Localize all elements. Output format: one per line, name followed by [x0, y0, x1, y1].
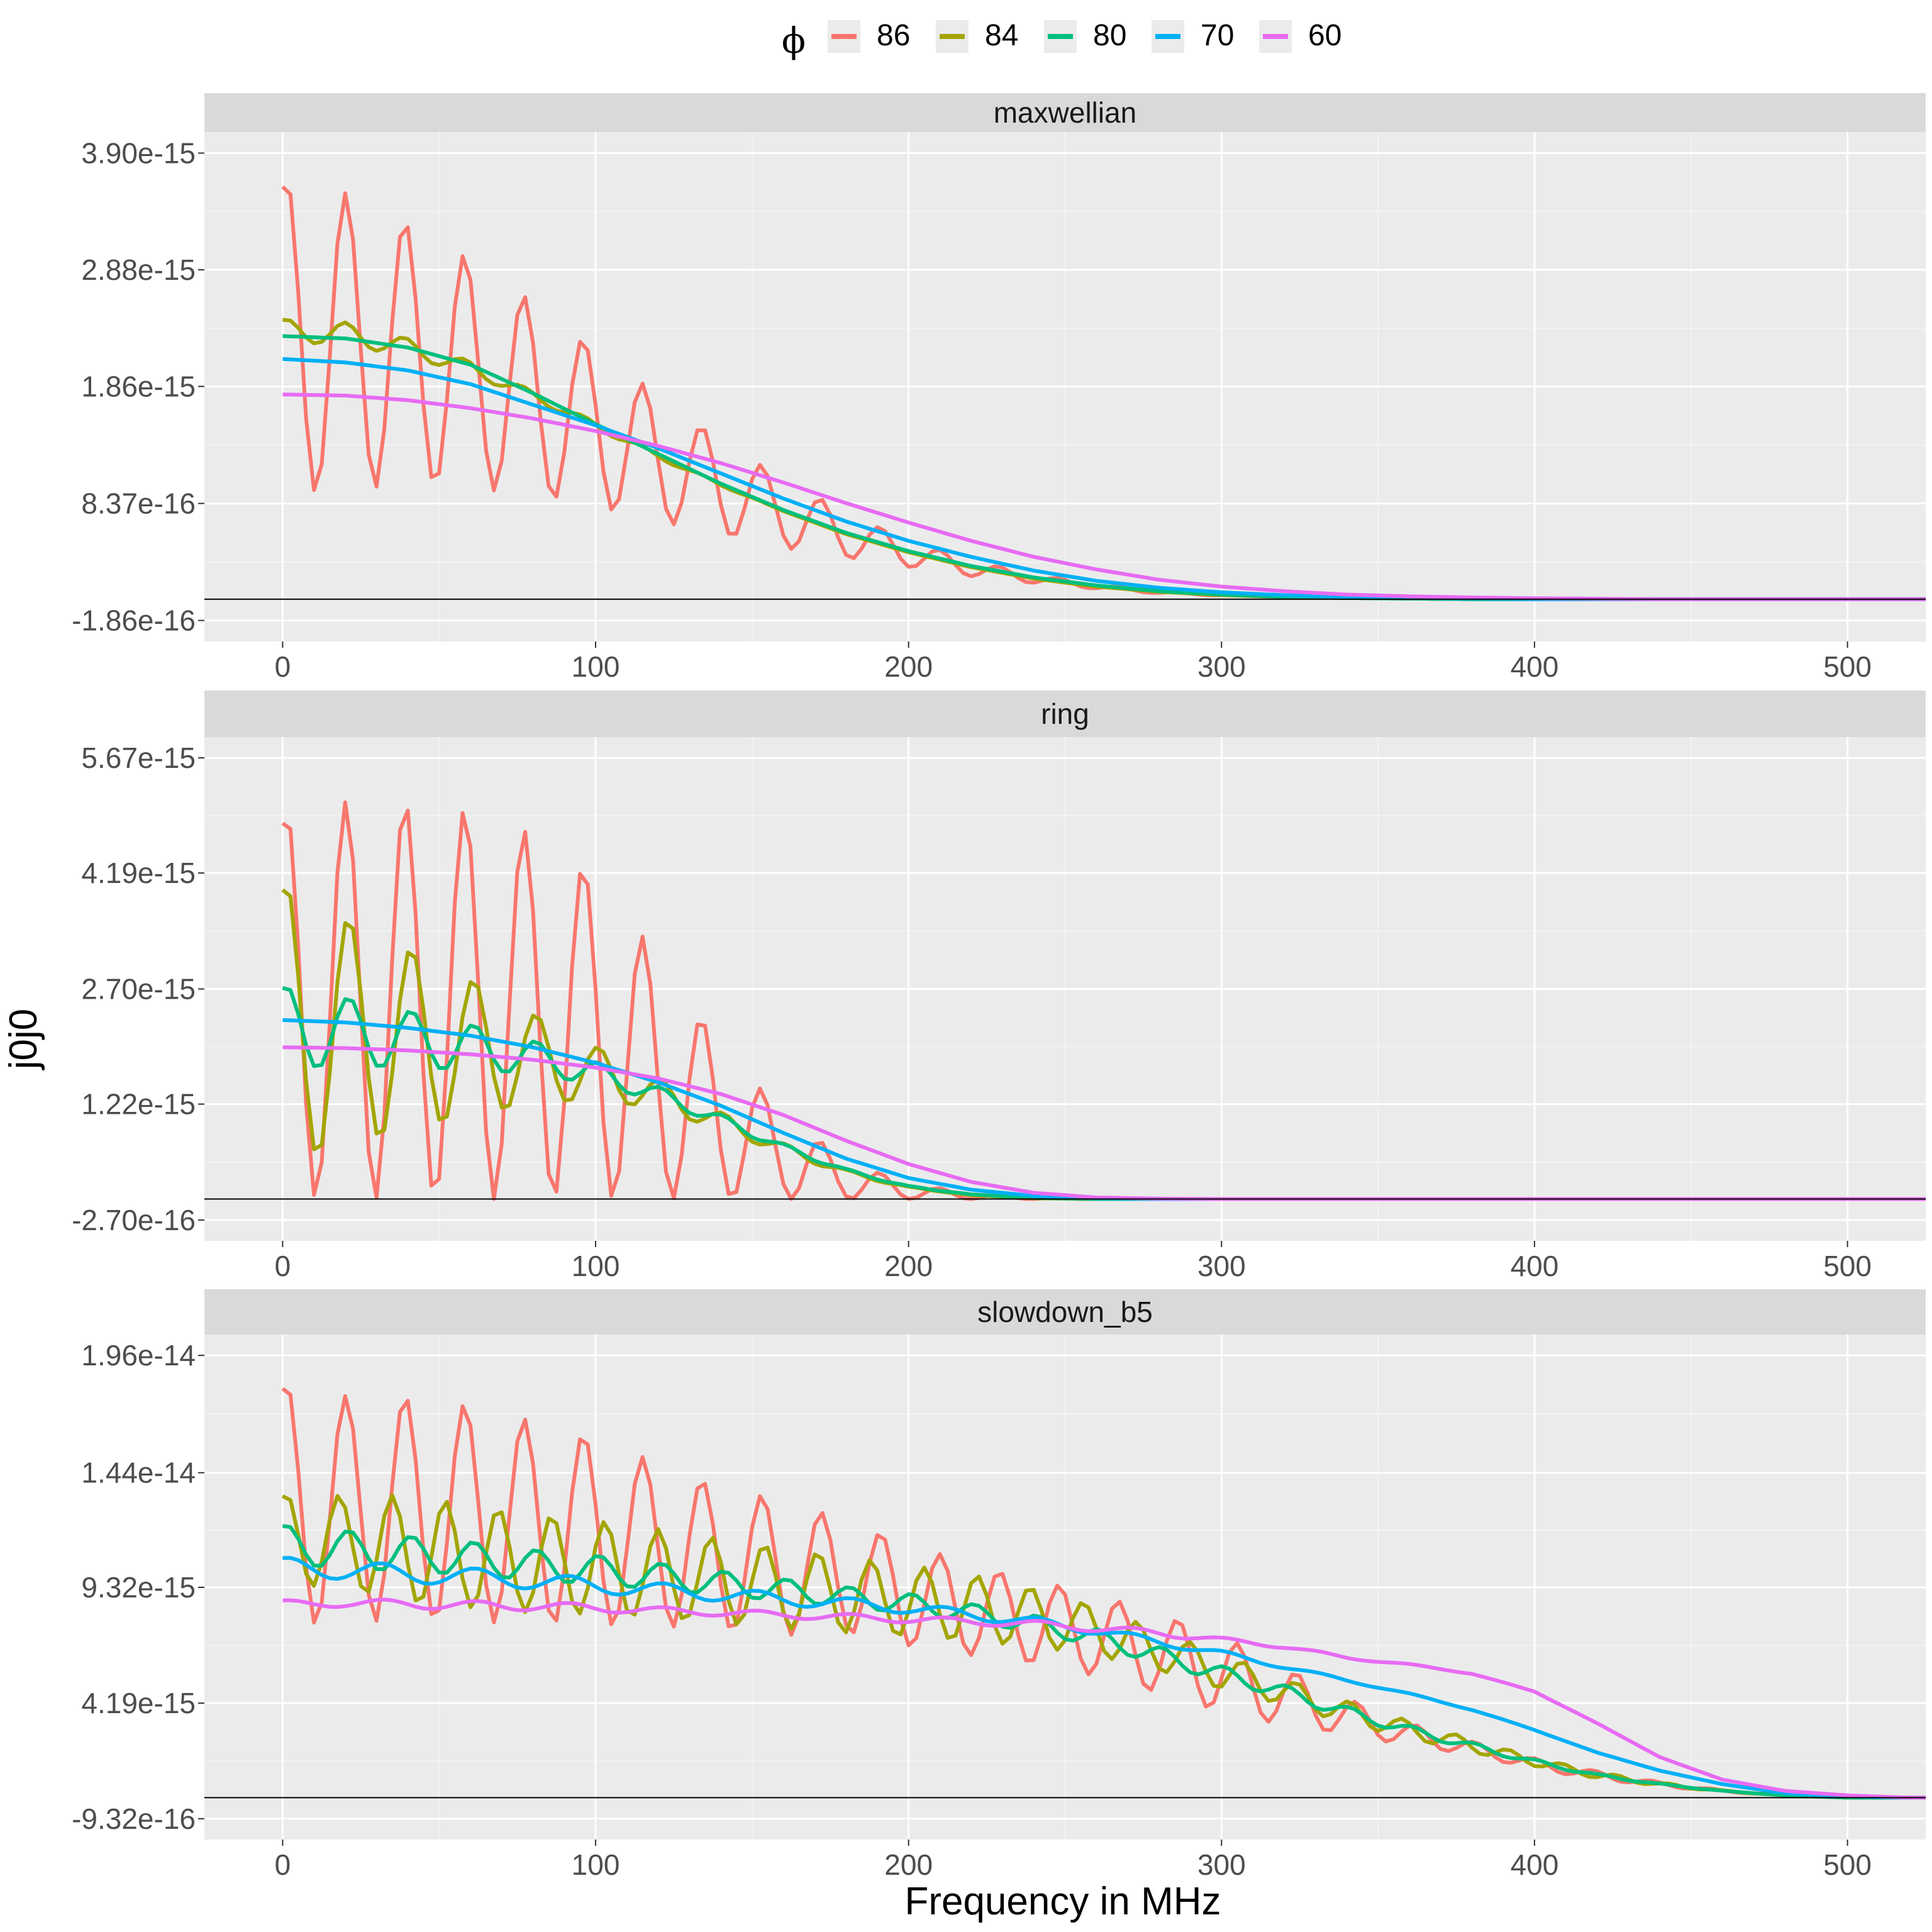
x-tick-label: 0 — [275, 650, 291, 683]
y-tick-label: 2.70e-15 — [81, 973, 196, 1006]
x-tick-label: 400 — [1511, 1250, 1559, 1282]
legend-title: ϕ — [782, 21, 806, 62]
strip-background — [204, 691, 1926, 737]
x-tick-label: 300 — [1197, 1848, 1246, 1881]
y-tick-label: 9.32e-15 — [81, 1571, 196, 1604]
x-tick-label: 100 — [572, 1250, 620, 1282]
strip-label: ring — [1041, 697, 1089, 730]
y-tick-label: 5.67e-15 — [81, 741, 196, 774]
x-tick-label: 400 — [1511, 650, 1559, 683]
strip-label: slowdown_b5 — [977, 1296, 1153, 1328]
strip-background — [204, 1289, 1926, 1335]
y-axis-title: j0j0 — [2, 1009, 45, 1071]
y-tick-label: 1.96e-14 — [81, 1339, 196, 1372]
x-tick-label: 500 — [1823, 650, 1872, 683]
y-tick-label: 4.19e-15 — [81, 857, 196, 889]
x-tick-label: 0 — [275, 1250, 291, 1282]
legend-item: 70 — [1152, 19, 1234, 53]
x-tick-label: 100 — [572, 650, 620, 683]
panel-slowdown_b5: slowdown_b5 -9.32e-16 4.19e-15 9.32e-15 1.44… — [72, 1289, 1926, 1881]
y-tick-label: 8.37e-16 — [81, 487, 196, 520]
y-tick-label: 4.19e-15 — [81, 1687, 196, 1719]
strip-background — [204, 93, 1926, 132]
series-line-60 — [282, 1597, 1926, 1800]
panels: maxwellian -1.86e-16 8.37e-16 1.86e-15 2.88e… — [72, 93, 1926, 1881]
panel-ring: ring -2.70e-16 1.22e-15 2.70e-15 4.19e-15 5.6… — [72, 691, 1926, 1282]
legend-item: 86 — [828, 19, 910, 53]
series-line-86 — [281, 1387, 1926, 1800]
y-tick-label: -9.32e-16 — [72, 1802, 196, 1835]
x-tick-label: 200 — [884, 1250, 933, 1282]
x-tick-label: 500 — [1823, 1250, 1872, 1282]
legend-label: 60 — [1308, 19, 1341, 52]
legend-item: 80 — [1044, 19, 1126, 53]
x-tick-label: 300 — [1197, 650, 1246, 683]
y-tick-label: 1.86e-15 — [81, 370, 196, 402]
x-tick-label: 200 — [884, 650, 933, 683]
legend-label: 70 — [1201, 19, 1234, 52]
x-tick-label: 300 — [1197, 1250, 1246, 1282]
x-tick-label: 500 — [1823, 1848, 1872, 1881]
legend-label: 86 — [877, 19, 910, 52]
y-tick-label: -1.86e-16 — [72, 604, 196, 637]
y-tick-label: 1.44e-14 — [81, 1457, 196, 1489]
legend: ϕ 86 84 80 70 60 — [782, 19, 1341, 62]
legend-item: 60 — [1259, 19, 1341, 53]
x-axis-title: Frequency in MHz — [904, 1880, 1221, 1923]
legend-label: 80 — [1093, 19, 1126, 52]
x-tick-label: 0 — [275, 1848, 291, 1881]
y-tick-label: -2.70e-16 — [72, 1204, 196, 1236]
panel-maxwellian: maxwellian -1.86e-16 8.37e-16 1.86e-15 2.88e… — [72, 93, 1926, 683]
y-tick-label: 2.88e-15 — [81, 253, 196, 286]
series-line-70 — [282, 1556, 1926, 1800]
y-tick-label: 1.22e-15 — [81, 1088, 196, 1121]
x-tick-label: 100 — [572, 1848, 620, 1881]
series-group — [281, 1387, 1926, 1800]
x-tick-label: 400 — [1511, 1848, 1559, 1881]
legend-item: 84 — [936, 19, 1018, 53]
strip-label: maxwellian — [994, 96, 1137, 129]
x-tick-label: 200 — [884, 1848, 933, 1881]
legend-label: 84 — [985, 19, 1018, 52]
y-tick-label: 3.90e-15 — [81, 136, 196, 169]
